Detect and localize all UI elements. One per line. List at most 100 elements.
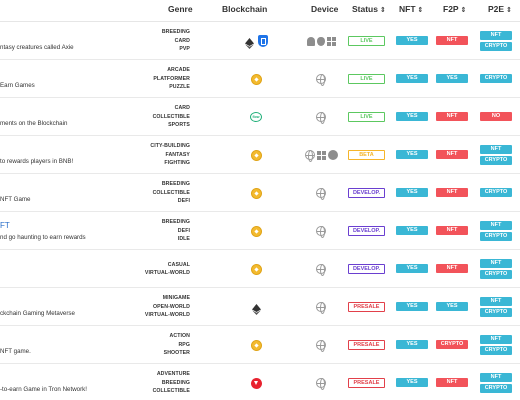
header-blockchain: Blockchain [222, 4, 268, 14]
device-cell [291, 364, 351, 400]
device-cell [291, 22, 351, 60]
game-description: ntasy creatures called Axie [0, 44, 74, 51]
genre-list: CARD COLLECTIBLE SPORTS [80, 104, 190, 130]
header-p2e-sort[interactable]: P2E ⇕ [488, 4, 512, 14]
device-cell [291, 250, 351, 288]
blockchain-cell [226, 22, 286, 60]
nft-badge: YES [396, 264, 428, 273]
f2p-badge: NFT [436, 378, 468, 387]
genre-tag: CITY-BUILDING [150, 143, 190, 150]
genre-list: CASUAL VIRTUAL-WORLD [80, 261, 190, 278]
table-row[interactable]: FT nd go haunting to earn rewards BREEDING… [0, 212, 520, 250]
device-cell [291, 136, 351, 174]
status-badge: PRESALE [348, 340, 385, 350]
globe-icon [316, 74, 326, 86]
p2e-badge: NFT [480, 221, 512, 230]
windows-icon [316, 150, 326, 160]
genre-tag: COLLECTIBLE [152, 189, 190, 196]
sort-icon: ⇕ [506, 7, 512, 14]
blockchain-cell [226, 326, 286, 364]
header-genre: Genre [168, 4, 193, 14]
genre-list: ACTION RPG SHOOTER [80, 332, 190, 358]
game-title-link[interactable]: FT [0, 221, 10, 230]
table-row[interactable]: ckchain Gaming Metaverse MINIGAME OPEN-WOR… [0, 288, 520, 326]
bnb-icon [250, 187, 262, 199]
genre-tag: CASUAL [167, 261, 190, 268]
f2p-badge: CRYPTO [436, 340, 468, 349]
blockchain-cell: flow [226, 98, 286, 136]
blockchain-cell [226, 250, 286, 288]
p2e-badge: CRYPTO [480, 42, 512, 51]
android-icon [306, 36, 315, 46]
game-description: ments on the Blockchain [0, 120, 68, 127]
apple-icon [316, 36, 325, 46]
genre-tag: VIRTUAL-WORLD [144, 312, 190, 319]
bnb-icon [250, 149, 262, 161]
steam-icon [327, 150, 338, 160]
p2e-badge: CRYPTO [480, 156, 512, 165]
genre-tag: PVP [179, 46, 190, 53]
blockchain-cell [226, 288, 286, 326]
table-row[interactable]: ments on the Blockchain CARD COLLECTIBLE SP… [0, 98, 520, 136]
f2p-badge: NFT [436, 188, 468, 197]
ronin-icon [257, 35, 268, 47]
bnb-icon [250, 73, 262, 85]
f2p-badge: NFT [436, 264, 468, 273]
genre-tag: BREEDING [161, 379, 190, 386]
table-row[interactable]: -to-earn Game in Tron Network! ADVENTURE B… [0, 364, 520, 400]
header-f2p-sort[interactable]: F2P ⇕ [443, 4, 467, 14]
nft-badge: YES [396, 112, 428, 121]
genre-tag: COLLECTIBLE [152, 388, 190, 395]
globe-icon [316, 378, 326, 390]
table-row[interactable]: to rewards players in BNB! CITY-BUILDING F… [0, 136, 520, 174]
table-row[interactable]: NFT Game BREEDING COLLECTIBLE DEFI DEVELOP. Y… [0, 174, 520, 212]
nft-badge: YES [396, 378, 428, 387]
nft-badge: YES [396, 74, 428, 83]
device-cell [291, 98, 351, 136]
sort-icon: ⇕ [417, 7, 424, 14]
genre-tag: OPEN-WORLD [152, 303, 190, 310]
globe-icon [316, 226, 326, 238]
status-badge: BETA [348, 150, 385, 160]
genre-tag: ARCADE [167, 67, 190, 74]
genre-list: BREEDING CARD PVP [80, 28, 190, 54]
blockchain-cell [226, 364, 286, 400]
status-badge: DEVELOP. [348, 226, 385, 236]
genre-list: ADVENTURE BREEDING COLLECTIBLE [80, 370, 190, 396]
blockchain-cell [226, 174, 286, 212]
p2e-badge: CRYPTO [480, 188, 512, 197]
status-badge: DEVELOP. [348, 188, 385, 198]
genre-tag: MINIGAME [162, 295, 190, 302]
status-badge: DEVELOP. [348, 264, 385, 274]
game-description: NFT Game [0, 196, 31, 203]
f2p-badge: NFT [436, 112, 468, 121]
genre-tag: RPG [178, 341, 190, 348]
header-status-sort[interactable]: Status ⇕ [352, 4, 386, 14]
p2e-badge: CRYPTO [480, 308, 512, 317]
table-row[interactable]: CASUAL VIRTUAL-WORLD DEVELOP. YES NFT NFT CRYP… [0, 250, 520, 288]
f2p-badge: NFT [436, 36, 468, 45]
genre-list: CITY-BUILDING FANTASY FIGHTING [80, 142, 190, 168]
genre-tag: PUZZLE [169, 84, 190, 91]
game-description: ckchain Gaming Metaverse [0, 310, 75, 317]
genre-tag: FANTASY [165, 151, 190, 158]
f2p-badge: YES [436, 302, 468, 311]
table-row[interactable]: NFT game. ACTION RPG SHOOTER PRESALE YES CRYPT… [0, 326, 520, 364]
game-description: to rewards players in BNB! [0, 158, 74, 165]
game-description: NFT game. [0, 348, 31, 355]
bnb-icon [250, 339, 262, 351]
f2p-badge: NFT [436, 226, 468, 235]
p2e-badge: NFT [480, 373, 512, 382]
table-row[interactable]: ntasy creatures called Axie BREEDING CARD P… [0, 22, 520, 60]
windows-icon [326, 36, 336, 46]
globe-icon [316, 264, 326, 276]
device-cell [291, 212, 351, 250]
bnb-icon [250, 263, 262, 275]
globe-icon [316, 112, 326, 124]
genre-tag: ADVENTURE [156, 371, 190, 378]
header-nft-sort[interactable]: NFT ⇕ [399, 4, 424, 14]
genre-tag: CARD [174, 37, 190, 44]
table-row[interactable]: Earn Games ARCADE PLATFORMER PUZZLE LIVE YES Y… [0, 60, 520, 98]
bnb-icon [250, 225, 262, 237]
